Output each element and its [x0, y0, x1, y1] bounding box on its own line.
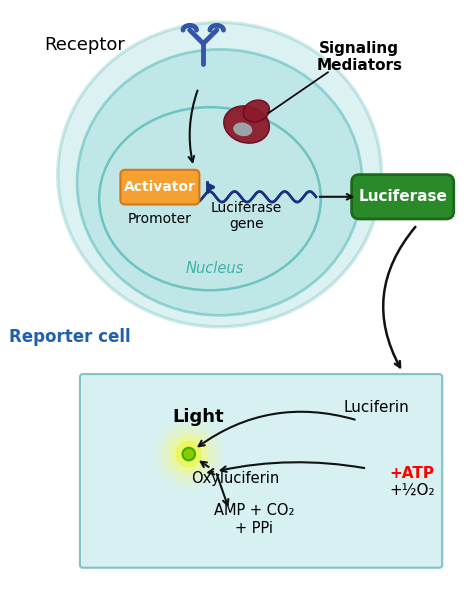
Ellipse shape	[170, 435, 208, 473]
Ellipse shape	[154, 419, 223, 489]
Ellipse shape	[233, 122, 252, 136]
Ellipse shape	[99, 107, 321, 290]
Text: Light: Light	[173, 409, 224, 426]
Text: +ATP: +ATP	[389, 466, 434, 481]
FancyBboxPatch shape	[80, 374, 442, 568]
Text: AMP + CO₂
+ PPi: AMP + CO₂ + PPi	[214, 503, 294, 536]
Ellipse shape	[58, 23, 382, 327]
Text: Luciferase: Luciferase	[358, 189, 447, 204]
Ellipse shape	[224, 106, 269, 143]
Text: Signaling
Mediators: Signaling Mediators	[316, 41, 402, 73]
Text: Promoter: Promoter	[128, 212, 192, 226]
Text: Receptor: Receptor	[44, 36, 125, 53]
Ellipse shape	[77, 49, 362, 315]
Text: Oxyluciferin: Oxyluciferin	[191, 470, 279, 486]
Text: Nucleus: Nucleus	[186, 261, 244, 276]
Text: +½O₂: +½O₂	[389, 483, 435, 498]
Ellipse shape	[162, 427, 216, 481]
Ellipse shape	[182, 448, 195, 460]
Text: Reporter cell: Reporter cell	[9, 327, 131, 346]
Text: Luciferase
gene: Luciferase gene	[211, 201, 282, 231]
FancyBboxPatch shape	[352, 175, 454, 219]
Text: Luciferin: Luciferin	[344, 400, 410, 415]
Ellipse shape	[243, 100, 269, 122]
Text: Activator: Activator	[124, 180, 196, 194]
Ellipse shape	[176, 441, 201, 466]
FancyBboxPatch shape	[120, 170, 200, 204]
